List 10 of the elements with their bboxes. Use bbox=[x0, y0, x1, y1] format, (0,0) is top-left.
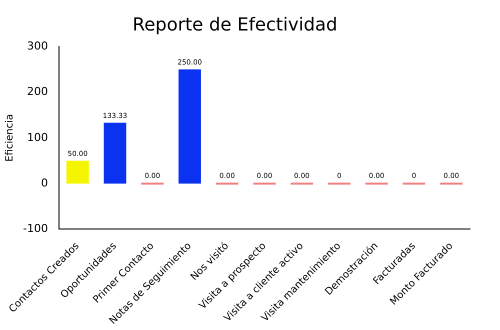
bar bbox=[178, 69, 201, 184]
chart-title: Reporte de Efectividad bbox=[132, 14, 338, 36]
bar bbox=[104, 122, 126, 184]
y-tick-label: 300 bbox=[26, 39, 48, 52]
bar bbox=[66, 160, 89, 184]
y-axis-title: Eficiencia bbox=[4, 114, 16, 162]
y-tick-label: 200 bbox=[26, 85, 48, 98]
y-tick-label: -100 bbox=[22, 222, 48, 236]
y-tick-label: 0 bbox=[40, 176, 48, 190]
y-tick-label: 100 bbox=[26, 130, 48, 144]
